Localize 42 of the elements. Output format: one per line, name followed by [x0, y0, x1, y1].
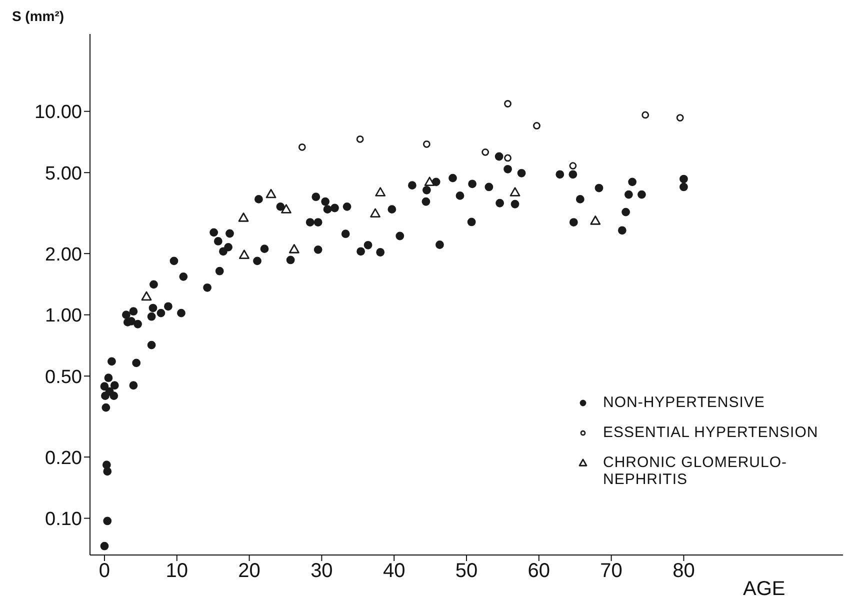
point [533, 122, 540, 130]
point [266, 188, 276, 198]
x-tick-label: 60 [528, 560, 550, 582]
x-tick-label: 70 [600, 560, 622, 582]
point [676, 114, 684, 122]
x-tick-label: 50 [455, 560, 478, 582]
x-axis-title: AGE [743, 578, 786, 601]
y-tick-label: 10.00 [34, 102, 82, 124]
y-tick-label: 5.00 [45, 163, 82, 184]
point [298, 143, 306, 151]
point [424, 176, 435, 186]
x-tick-label: 40 [382, 560, 406, 582]
y-tick-label: 0.10 [45, 509, 82, 530]
x-tick-label: 10 [166, 560, 188, 582]
point [375, 187, 386, 196]
legend-label: ESSENTIAL HYPERTENSION [603, 424, 820, 441]
point [569, 162, 577, 170]
point [510, 187, 520, 196]
legend-label: CHRONIC GLOMERULO-NEPHRITIS [603, 454, 788, 488]
y-axis-title: S (mm²) [10, 8, 66, 24]
x-tick-label: 20 [238, 560, 260, 582]
point [590, 216, 601, 225]
point [504, 154, 512, 162]
legend-label: NON-HYPERTENSIVE [603, 394, 766, 411]
point [422, 140, 430, 148]
x-tick-label: 30 [310, 560, 333, 582]
point [504, 100, 512, 108]
point [288, 244, 300, 254]
point [238, 212, 249, 222]
point [642, 111, 650, 119]
point [356, 135, 364, 143]
point [482, 148, 490, 156]
y-tick-label: 2.00 [45, 244, 82, 266]
x-tick-label: 0 [98, 560, 110, 582]
point [239, 250, 250, 259]
y-tick-label: 0.20 [45, 448, 82, 469]
y-tick-label: 1.00 [45, 306, 82, 327]
x-tick-label: 80 [672, 560, 695, 582]
y-tick-label: 0.50 [45, 366, 82, 388]
point [281, 204, 292, 214]
point [370, 208, 380, 218]
point [141, 291, 152, 301]
